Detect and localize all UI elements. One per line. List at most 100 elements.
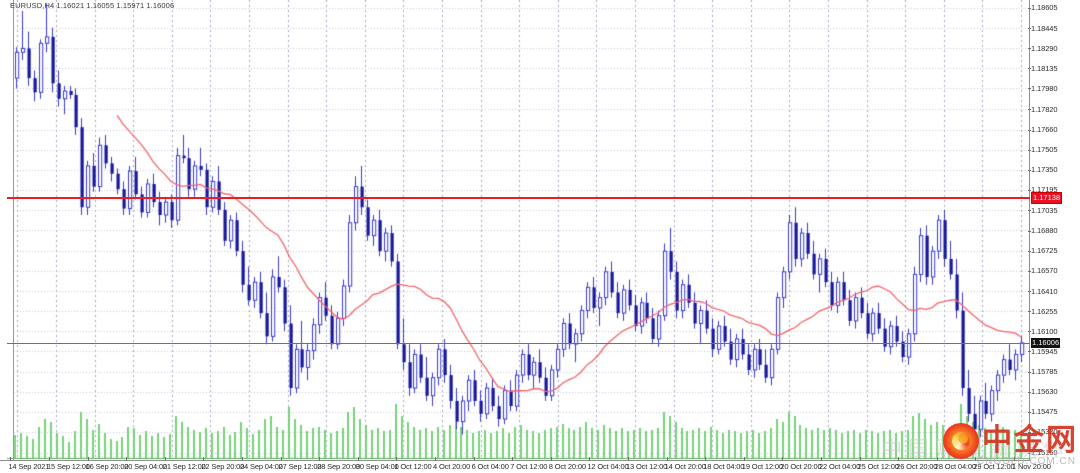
time-tick-mark (473, 457, 475, 461)
time-tick-mark (550, 457, 552, 461)
price-tick-mark (1028, 431, 1031, 433)
time-tick-label: 20 Oct 20:00 (780, 462, 822, 471)
time-tick-label: 14 Oct 20:00 (664, 462, 706, 471)
plot-left-border (13, 0, 14, 461)
time-tick-mark (859, 457, 861, 461)
time-tick-label: 25 Oct 12:00 (857, 462, 899, 471)
time-tick-mark (396, 457, 398, 461)
price-tick-mark (1028, 88, 1031, 90)
time-tick-mark (512, 457, 514, 461)
time-tick-label: 28 Sep 20:00 (317, 462, 361, 471)
price-tick-mark (1028, 391, 1031, 393)
time-tick-mark (821, 457, 822, 461)
price-tick-mark (1028, 68, 1031, 70)
chart-plot-area[interactable] (7, 0, 1030, 461)
time-tick-label: 30 Sep 04:00 (355, 462, 399, 471)
time-tick-mark (242, 457, 243, 461)
price-tick-label: 1.15785 (1031, 367, 1058, 377)
time-tick-mark (164, 457, 166, 461)
time-tick-mark (49, 457, 50, 461)
time-tick-mark (898, 457, 900, 461)
last-price-tag: 1.16006 (1031, 338, 1061, 349)
time-tick-label: 15 Sep 12:00 (47, 462, 90, 471)
ask-price-tag: 1.17138 (1031, 192, 1063, 205)
price-tick-mark (1028, 189, 1031, 191)
price-tick-mark (1028, 149, 1031, 151)
time-tick-label: 27 Sep 12:00 (278, 462, 322, 471)
price-tick-mark (1028, 230, 1031, 232)
time-tick-mark (1014, 457, 1015, 461)
time-tick-mark (628, 457, 629, 461)
time-tick-mark (203, 457, 205, 461)
time-tick-label: 12 Oct 04:00 (587, 462, 629, 471)
price-tick-label: 1.18135 (1031, 63, 1058, 73)
price-tick-label: 1.15475 (1031, 407, 1058, 417)
time-tick-label: 8 Oct 20:00 (548, 462, 586, 471)
time-tick-label: 1 Oct 12:00 (394, 462, 432, 471)
price-tick-label: 1.17035 (1031, 205, 1058, 215)
time-tick-label: 13 Oct 12:00 (626, 462, 668, 471)
time-tick-mark (435, 457, 436, 461)
plot-bottom-border (0, 460, 1080, 461)
price-tick-label: 1.16880 (1031, 226, 1058, 235)
time-tick-mark (319, 457, 321, 461)
time-tick-label: 4 Oct 20:00 (433, 462, 471, 471)
price-tick-mark (1028, 129, 1031, 131)
time-tick-label: 18 Oct 04:00 (703, 462, 745, 471)
time-tick-label: 1 Nov 20:00 (1012, 462, 1051, 471)
price-tick-mark (1028, 48, 1031, 50)
price-tick-mark (1028, 331, 1031, 333)
price-tick-mark (1028, 210, 1031, 212)
price-tick-label: 1.15945 (1031, 346, 1058, 356)
time-tick-mark (975, 457, 977, 461)
price-tick-mark (1028, 291, 1031, 293)
price-tick-label: 1.17980 (1031, 83, 1058, 93)
price-tick-label: 1.17660 (1031, 125, 1058, 135)
time-axis[interactable]: 14 Sep 2021 15 Sep 12:00 16 Sep 20:00 20 Se… (0, 457, 1080, 473)
price-tick-label: 1.17505 (1031, 145, 1058, 155)
price-tick-mark (1028, 169, 1031, 171)
price-tick-mark (1028, 28, 1031, 30)
time-tick-label: 20 Sep 04:00 (124, 462, 168, 471)
time-tick-label: 22 Oct 04:00 (819, 462, 861, 471)
last-price-line (7, 343, 1030, 345)
price-axis[interactable]: 1.18605 1.18445 1.18290 1.18135 1.17980 1.178… (1028, 0, 1080, 461)
price-tick-mark (1028, 7, 1031, 9)
price-tick-mark (1028, 109, 1031, 111)
time-tick-label: 24 Sep 04:00 (240, 462, 283, 471)
time-tick-label: 29 Oct 12:00 (973, 462, 1015, 471)
price-tick-label: 1.15630 (1031, 387, 1058, 397)
price-tick-mark (1028, 250, 1031, 252)
ask-price-line (7, 197, 1030, 200)
time-tick-label: 28 Oct 04:00 (934, 462, 976, 471)
chart-title: EURUSD,H4 1.16021 1.16055 1.15971 1.1600… (10, 1, 175, 10)
time-tick-mark (936, 457, 938, 461)
price-tick-label: 1.16570 (1031, 266, 1058, 276)
price-tick-mark (1028, 351, 1031, 353)
time-tick-mark (87, 457, 89, 461)
price-tick-mark (1028, 270, 1031, 272)
time-tick-label: 26 Oct 20:00 (896, 462, 938, 471)
price-tick-label: 1.18605 (1031, 3, 1058, 13)
time-tick-mark (10, 457, 12, 461)
time-tick-label: 21 Sep 12:00 (162, 462, 206, 471)
price-tick-label: 1.17195 (1031, 185, 1058, 195)
time-tick-label: 22 Sep 20:00 (201, 462, 245, 471)
candlestick-series (7, 0, 1030, 461)
time-tick-label: 6 Oct 04:00 (471, 462, 509, 471)
time-tick-mark (705, 457, 707, 461)
price-tick-label: 1.17350 (1031, 165, 1058, 175)
time-tick-label: 16 Sep 20:00 (85, 462, 129, 471)
time-tick-mark (280, 457, 282, 461)
time-tick-mark (782, 457, 784, 461)
price-tick-mark (1028, 411, 1031, 413)
time-tick-mark (126, 457, 128, 461)
time-tick-label: 7 Oct 12:00 (510, 462, 548, 471)
price-tick-label: 1.16725 (1031, 246, 1058, 255)
price-tick-mark (1028, 452, 1031, 454)
price-tick-label: 1.16255 (1031, 306, 1058, 316)
time-tick-label: 19 Oct 12:00 (741, 462, 783, 471)
price-tick-mark (1028, 371, 1031, 373)
time-tick-mark (357, 457, 359, 461)
